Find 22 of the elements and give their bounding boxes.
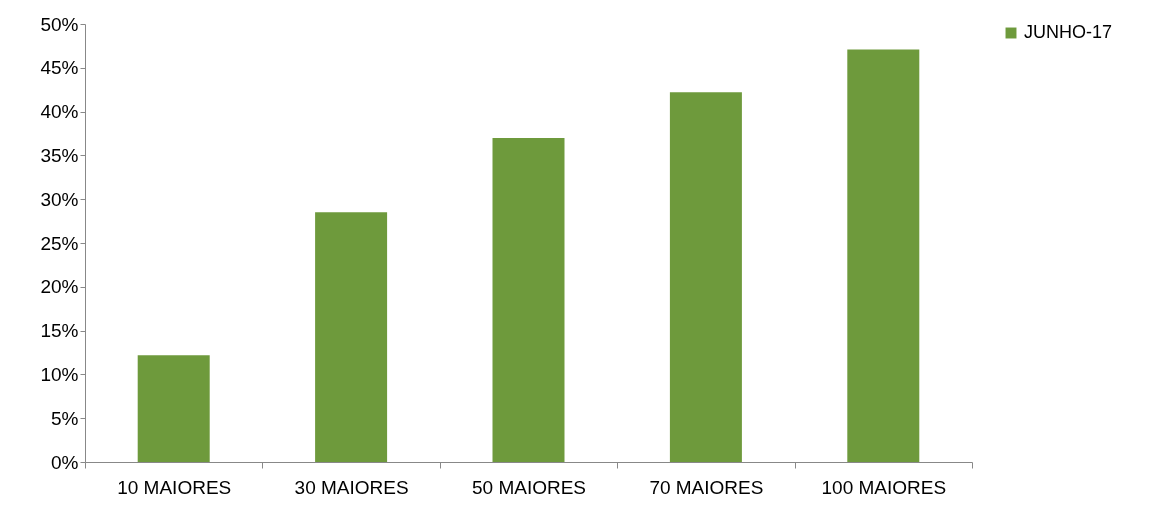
y-tick-label: 0% [51,451,79,473]
bar [315,212,388,462]
x-tick-label: 10 MAIORES [117,476,232,498]
y-tick-label: 50% [40,13,79,35]
y-tick-label: 35% [40,144,79,166]
x-tick-label: 50 MAIORES [471,476,587,498]
x-tick-label: 100 MAIORES [821,476,947,498]
bar [669,92,742,462]
y-tick-label: 45% [40,57,79,79]
y-tick-label: 15% [40,320,79,342]
bar [492,137,565,462]
y-tick-label: 20% [40,276,79,298]
y-tick-label: 40% [40,101,79,123]
bar [847,49,920,462]
y-tick-label: 5% [51,407,79,429]
legend-label: JUNHO-17 [1024,22,1113,42]
bar [137,355,210,462]
y-tick-label: 30% [40,188,79,210]
x-tick-label: 30 MAIORES [294,476,409,498]
x-tick-label: 70 MAIORES [649,476,764,498]
y-tick-label: 25% [40,232,79,254]
y-tick-label: 10% [40,363,79,385]
